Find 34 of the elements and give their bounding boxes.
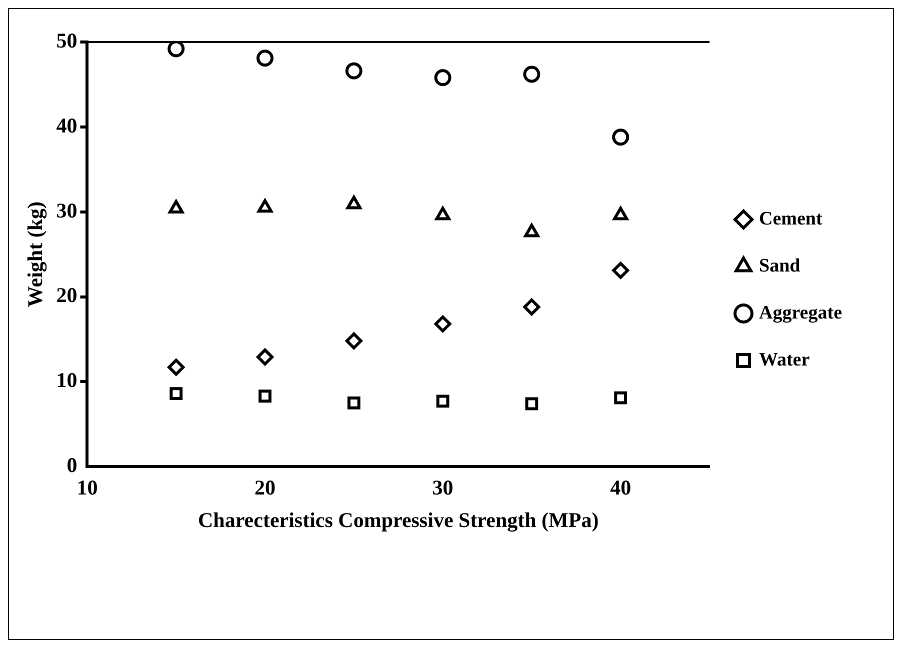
y-tick-label: 40: [56, 113, 78, 138]
x-tick-label: 10: [76, 476, 98, 500]
point: [614, 391, 628, 404]
y-tick-label: 10: [56, 368, 78, 392]
legend-label: Sand: [758, 255, 801, 276]
point: [436, 394, 450, 408]
legend-label: Aggregate: [758, 302, 842, 324]
point: [612, 262, 630, 279]
x-tick-label: 40: [610, 476, 632, 500]
x-tick-label: 20: [254, 476, 276, 500]
x-tick-label: 30: [432, 476, 454, 500]
y-tick-label: 20: [56, 283, 78, 308]
point: [345, 62, 362, 80]
y-tick-label: 50: [56, 28, 78, 52]
point: [525, 397, 538, 410]
y-axis-title: Weight (kg): [23, 202, 48, 308]
point: [612, 128, 630, 146]
point: [434, 315, 452, 332]
point: [523, 66, 540, 83]
point: [347, 396, 360, 410]
legend-label: Cement: [758, 208, 823, 230]
point: [256, 348, 274, 366]
point: [523, 298, 540, 316]
point: [168, 42, 185, 58]
point: [258, 390, 272, 403]
legend-label: Water: [758, 349, 810, 370]
y-tick-label: 0: [66, 453, 78, 478]
y-tick-label: 30: [56, 198, 78, 222]
point: [345, 332, 362, 350]
point: [256, 50, 274, 67]
point: [170, 387, 183, 400]
x-axis-title: Charecteristics Compressive Strength (MPa): [198, 508, 599, 532]
point: [434, 69, 452, 86]
point: [168, 358, 185, 376]
